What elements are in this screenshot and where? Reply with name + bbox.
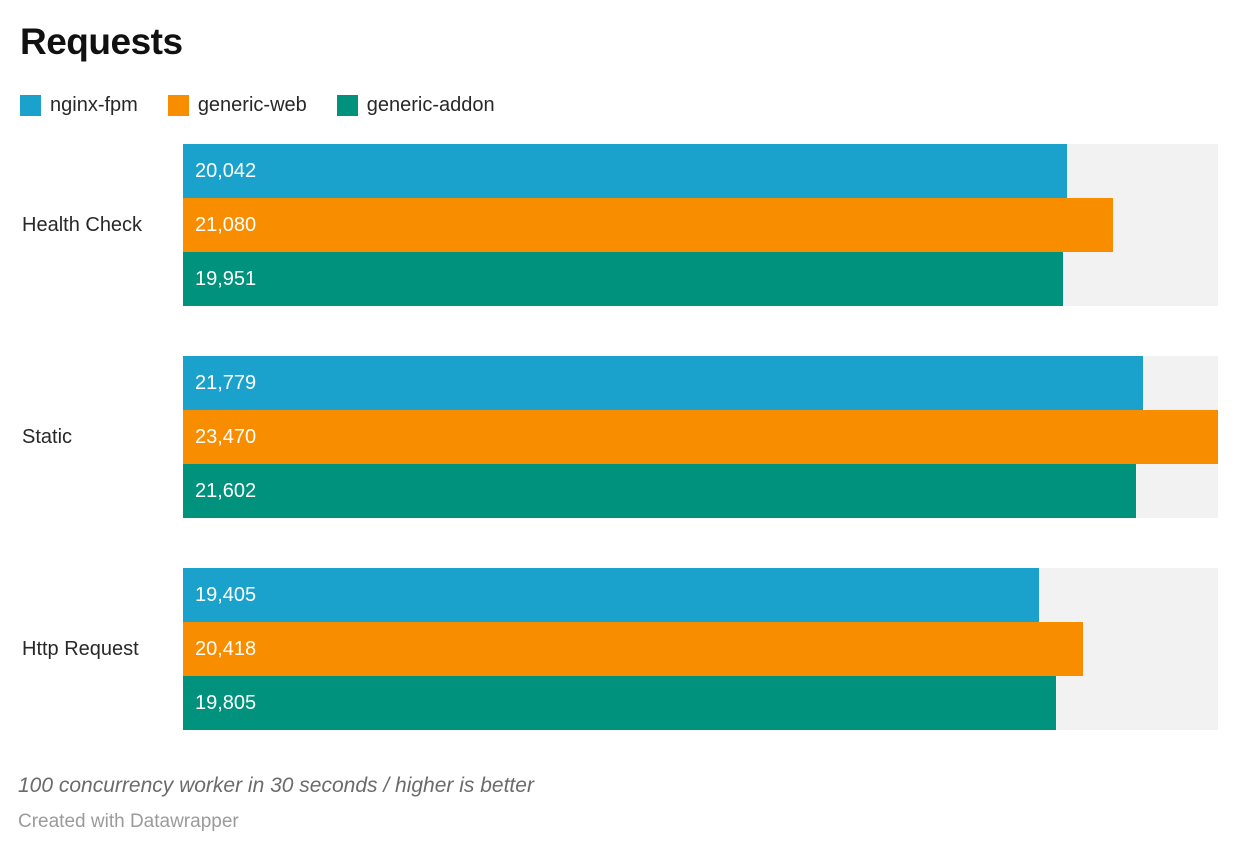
category-label-cell: Http Request xyxy=(0,568,183,730)
legend-item-nginx-fpm: nginx-fpm xyxy=(20,94,138,116)
bar-value-label: 21,779 xyxy=(195,371,257,394)
bar-track: 20,042 xyxy=(183,144,1218,199)
bar-track: 21,080 xyxy=(183,198,1218,253)
bar-value-label: 19,951 xyxy=(195,267,257,290)
bar-value-label: 19,405 xyxy=(195,583,257,606)
legend-item-generic-addon: generic-addon xyxy=(336,94,495,117)
bar-track: 19,951 xyxy=(183,252,1218,307)
bar-group: Static 21,779 23,470 21,602 xyxy=(0,356,1240,519)
bar-value-label: 23,470 xyxy=(195,425,257,448)
legend: nginx-fpm generic-web generic-addon xyxy=(20,94,1240,116)
bar-generic-web: 23,470 xyxy=(183,410,1218,465)
bar-generic-addon: 21,602 xyxy=(183,464,1136,519)
category-label: Static xyxy=(22,425,73,448)
bar-generic-web: 21,080 xyxy=(183,198,1113,253)
legend-label: generic-web xyxy=(197,94,307,117)
attribution: Created with Datawrapper xyxy=(18,811,239,833)
bar-nginx-fpm: 20,042 xyxy=(183,144,1067,199)
bar-value-label: 20,042 xyxy=(195,159,257,182)
legend-swatch-icon xyxy=(167,94,189,116)
bar-nginx-fpm: 21,779 xyxy=(183,356,1144,411)
bar-track: 20,418 xyxy=(183,622,1218,677)
category-label-cell: Health Check xyxy=(0,144,183,306)
bar-generic-web: 20,418 xyxy=(183,622,1084,677)
legend-item-generic-web: generic-web xyxy=(167,94,307,117)
bar-value-label: 21,080 xyxy=(195,213,257,236)
legend-swatch-icon xyxy=(20,94,41,116)
bar-chart: Health Check 20,042 21,080 19,951 Static 21,7… xyxy=(0,144,1240,731)
bars-column: 20,042 21,080 19,951 xyxy=(183,144,1218,307)
bar-group: Health Check 20,042 21,080 19,951 xyxy=(0,144,1240,307)
bar-track: 21,779 xyxy=(183,356,1218,411)
bar-nginx-fpm: 19,405 xyxy=(183,568,1039,623)
category-label: Http Request xyxy=(22,637,139,660)
bars-column: 21,779 23,470 21,602 xyxy=(183,356,1218,519)
bar-generic-addon: 19,951 xyxy=(183,252,1063,307)
bar-value-label: 20,418 xyxy=(195,637,257,660)
category-label: Health Check xyxy=(22,213,143,236)
chart-title: Requests xyxy=(20,21,183,62)
bar-generic-addon: 19,805 xyxy=(183,676,1057,731)
bar-group: Http Request 19,405 20,418 19,805 xyxy=(0,568,1240,731)
legend-label: nginx-fpm xyxy=(50,94,138,117)
bar-value-label: 19,805 xyxy=(195,691,257,714)
bar-value-label: 21,602 xyxy=(195,479,257,502)
legend-swatch-icon xyxy=(336,94,358,116)
legend-label: generic-addon xyxy=(366,94,495,117)
bar-track: 19,405 xyxy=(183,568,1218,623)
bar-track: 23,470 xyxy=(183,410,1218,465)
bar-track: 21,602 xyxy=(183,464,1218,519)
category-label-cell: Static xyxy=(0,356,183,518)
chart-note: 100 concurrency worker in 30 seconds / h… xyxy=(18,774,534,798)
bars-column: 19,405 20,418 19,805 xyxy=(183,568,1218,731)
bar-track: 19,805 xyxy=(183,676,1218,731)
